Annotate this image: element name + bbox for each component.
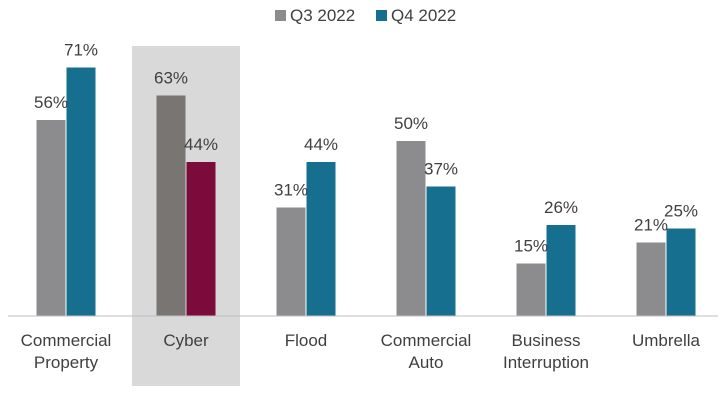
data-label: 21% [634, 216, 668, 235]
bar [636, 242, 666, 316]
bar [276, 207, 306, 316]
bar [186, 162, 216, 316]
bar [396, 141, 426, 316]
category-labels-layer: Commercial Property Cyber Flood Commercial Au… [21, 331, 701, 372]
category-label: Cyber [163, 331, 209, 350]
legend-swatch [275, 10, 286, 21]
bar [546, 225, 576, 316]
value-labels-layer: 56% 71% 63% 44% 31% 44% 50% 37% 15% 26% 21%25% [34, 41, 698, 256]
bar [426, 186, 456, 316]
data-label: 71% [64, 41, 98, 60]
bar [306, 162, 336, 316]
bar [36, 120, 66, 316]
category-label: Business Interruption [503, 331, 589, 372]
data-label: 31% [274, 181, 308, 200]
bar [516, 263, 546, 316]
data-label: 15% [514, 237, 548, 256]
legend-swatch [376, 10, 387, 21]
category-label: Umbrella [632, 331, 701, 350]
data-label: 37% [424, 160, 458, 179]
highlight-band [132, 46, 240, 386]
legend: Q3 2022 Q4 2022 [275, 6, 456, 25]
data-label: 63% [154, 69, 188, 88]
highlight-band-layer [132, 46, 240, 386]
data-label: 44% [304, 135, 338, 154]
bar [156, 95, 186, 316]
legend-label: Q4 2022 [391, 6, 456, 25]
category-label: Commercial Auto [381, 331, 472, 372]
bars-layer [36, 67, 696, 316]
category-label: Flood [285, 331, 328, 350]
bar [66, 67, 96, 316]
data-label: 26% [544, 198, 578, 217]
data-label: 44% [184, 135, 218, 154]
data-label: 56% [34, 93, 68, 112]
bar [666, 228, 696, 316]
category-label: Commercial Property [21, 331, 112, 372]
data-label: 25% [664, 202, 698, 221]
data-label: 50% [394, 114, 428, 133]
legend-label: Q3 2022 [290, 6, 355, 25]
